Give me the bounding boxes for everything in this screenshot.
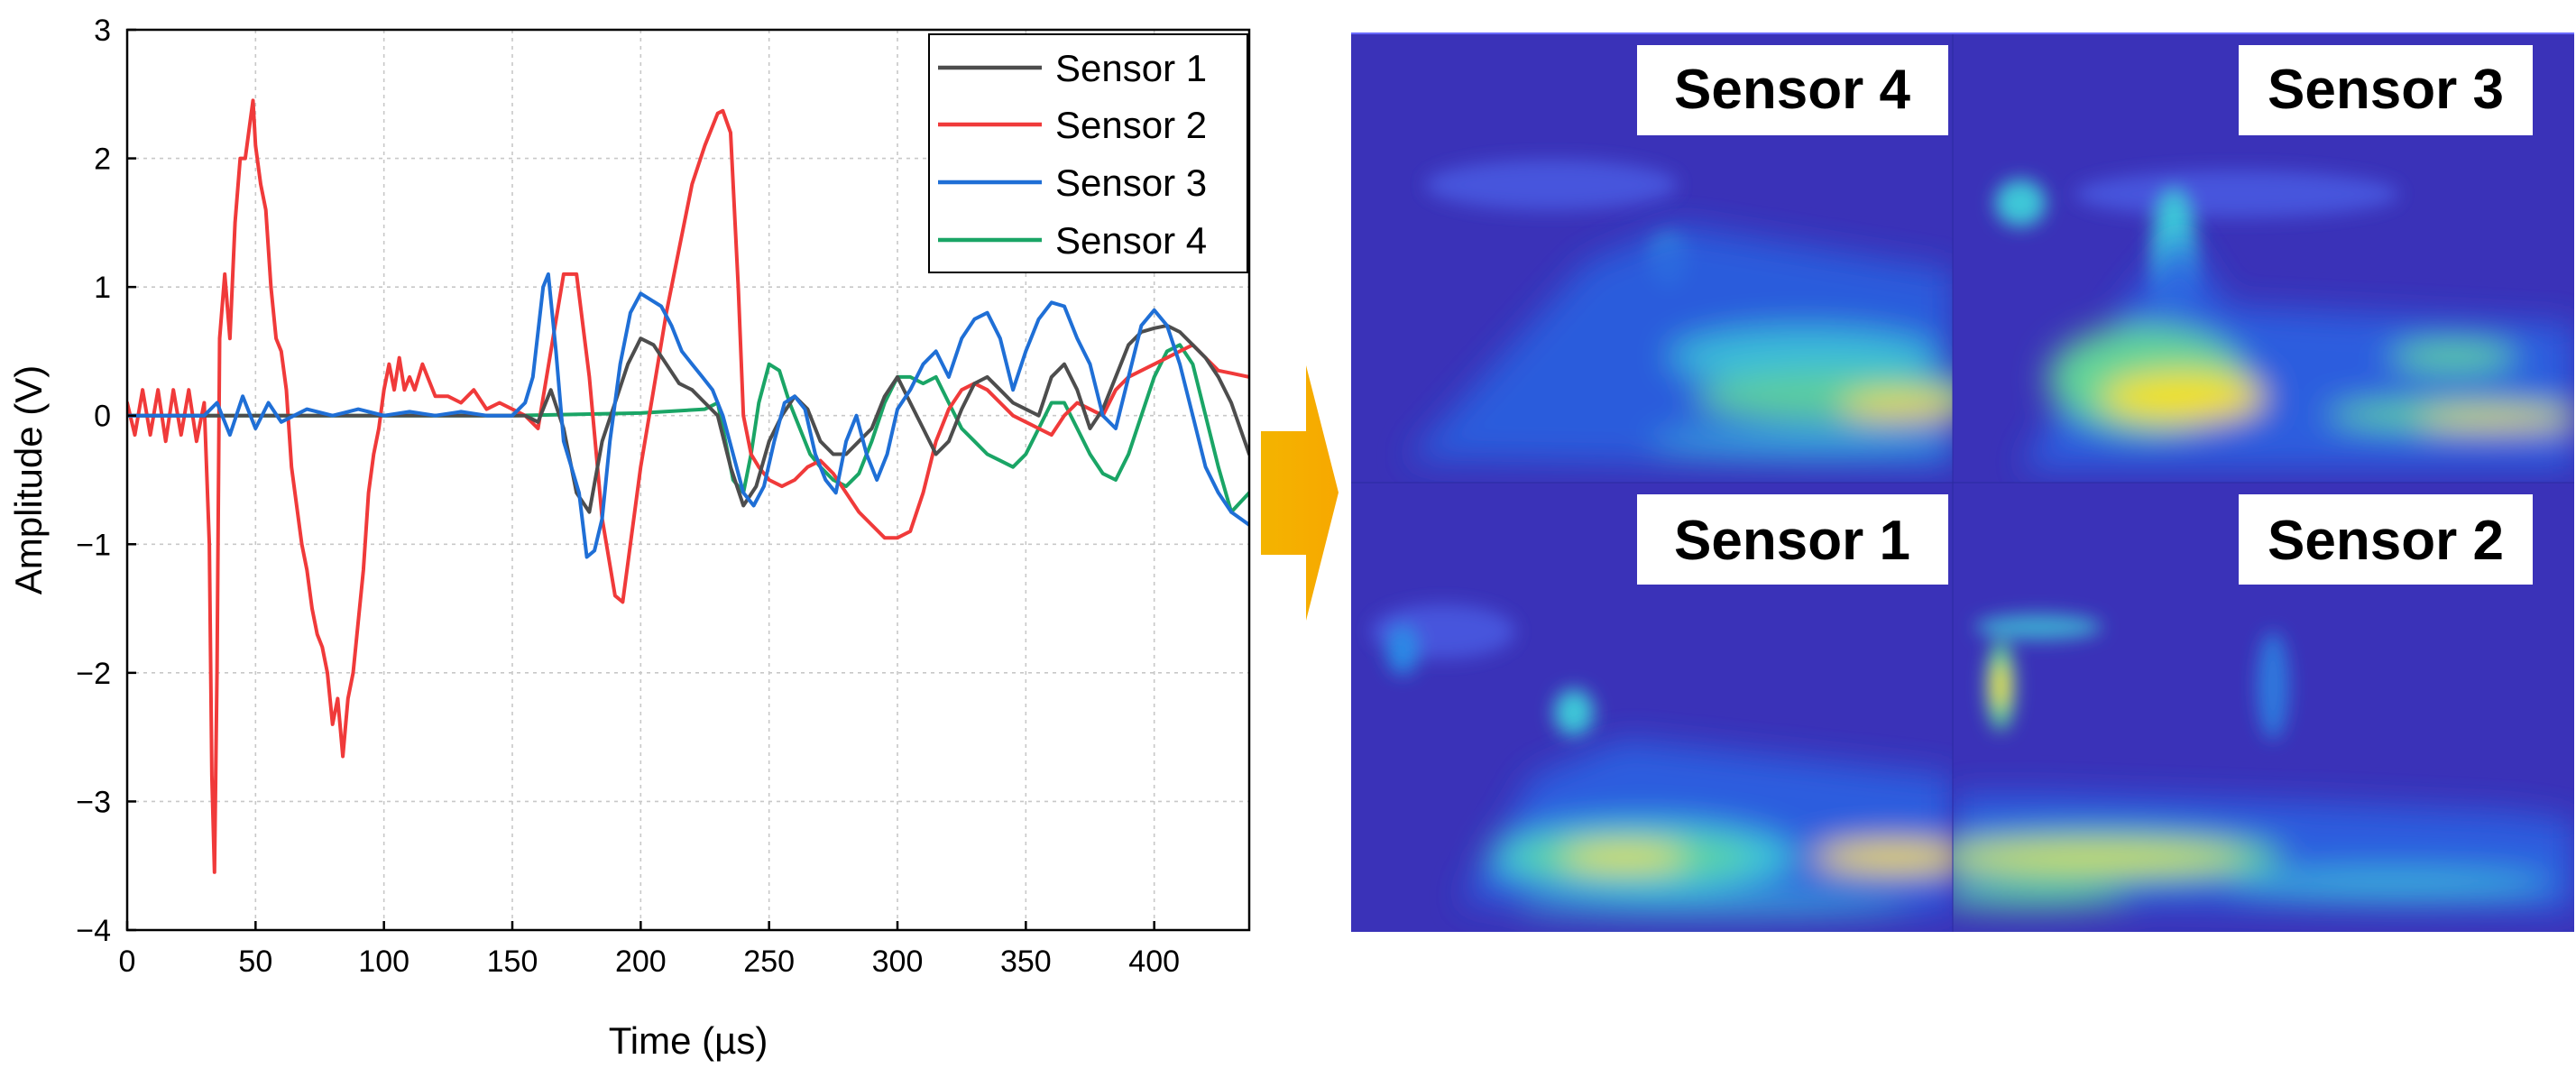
- x-tick-label: 50: [238, 944, 272, 979]
- x-tick-label: 300: [872, 944, 924, 979]
- line-chart: 0 50 100 150 200 250 300 350 400 −4 −3 −2 −1 0 1 2 3 Tim…: [7, 14, 1251, 1062]
- label-box-sensor-3: [2239, 45, 2533, 135]
- x-tick-label: 100: [358, 944, 409, 979]
- heatmap-grid: Sensor 4 Sensor 3 Sensor 1 Sensor 2: [1351, 32, 2574, 932]
- label-box-sensor-4: [1637, 45, 1948, 135]
- plot-frame: [125, 28, 1251, 932]
- y-tick-label: −3: [76, 785, 111, 819]
- panel-label-sensor-2: Sensor 2: [2268, 510, 2504, 572]
- series-group: [127, 98, 1249, 874]
- label-box-sensor-1: [1637, 494, 1948, 585]
- x-tick-label: 350: [1000, 944, 1052, 979]
- series-line-sensor-3: [127, 272, 1249, 559]
- series-line-sensor-2: [127, 98, 1249, 874]
- legend-label-sensor-1: Sensor 1: [1055, 47, 1207, 89]
- x-tick-label: 150: [487, 944, 538, 979]
- legend: Sensor 1 Sensor 2 Sensor 3 Sensor 4: [928, 33, 1248, 273]
- panel-label-sensor-3: Sensor 3: [2268, 59, 2504, 121]
- y-axis-title: Amplitude (V): [7, 365, 50, 594]
- label-box-sensor-2: [2239, 494, 2533, 585]
- y-tick-label: −2: [76, 657, 111, 691]
- panel-label-sensor-4: Sensor 4: [1674, 59, 1910, 121]
- x-axis-title: Time (µs): [609, 1019, 768, 1062]
- y-tick-label: 3: [94, 14, 111, 48]
- legend-box: [928, 33, 1248, 273]
- y-tick-label: −4: [76, 914, 111, 948]
- arrow-right-icon: [1261, 365, 1339, 621]
- legend-label-sensor-4: Sensor 4: [1055, 219, 1207, 262]
- series-line-sensor-1: [127, 323, 1249, 514]
- y-tick-label: −1: [76, 528, 111, 562]
- y-tick-label: 1: [94, 271, 111, 305]
- legend-label-sensor-2: Sensor 2: [1055, 104, 1207, 146]
- legend-label-sensor-3: Sensor 3: [1055, 161, 1207, 204]
- y-tick-label: 2: [94, 143, 111, 177]
- panel-label-sensor-1: Sensor 1: [1674, 510, 1910, 572]
- y-tick-label: 0: [94, 400, 111, 434]
- ticks: 0 50 100 150 200 250 300 350 400 −4 −3 −2 −1 0 1 2 3: [76, 14, 1180, 979]
- x-tick-label: 250: [743, 944, 795, 979]
- x-tick-label: 0: [119, 944, 136, 979]
- x-tick-label: 200: [615, 944, 667, 979]
- x-tick-label: 400: [1128, 944, 1180, 979]
